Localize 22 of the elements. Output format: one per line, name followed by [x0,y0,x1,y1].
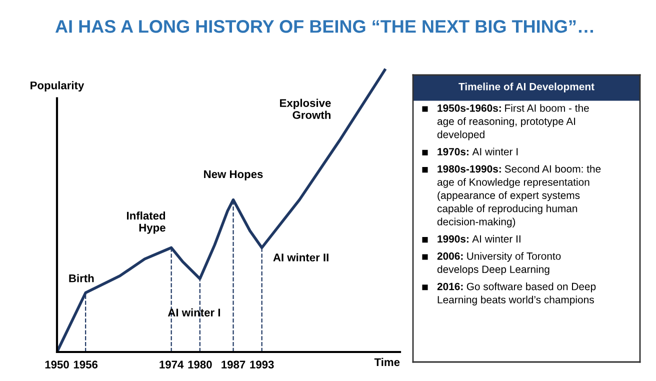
x-tick-label: 1987 [222,360,246,368]
x-tick-label: 1980 [188,360,212,368]
x-tick-label: 1956 [74,360,98,368]
x-tick-label: 1974 [160,360,184,368]
x-tick-label: 1993 [250,360,274,369]
y-axis-title: Popularity [30,81,84,92]
text: Timeline of AI Development [458,82,594,92]
annotation: Inflated Hype [127,211,166,234]
chart-title: AI HAS A LONG HISTORY OF BEING “THE NEXT BIG THING”… [55,20,593,33]
annotation: New Hopes [204,170,263,180]
annotation: AI winter II [273,253,328,262]
text: 2006: University of Toronto develops Deep Learning [437,252,561,276]
text: 2016: Go software based on Deep Learning beats world’s champions [437,282,596,306]
x-tick-label: 1950 [45,360,69,368]
text: 1980s-1990s: Second AI boom: the age of Knowledge representation (appearance of expert systems capable of reproducing human decision-making) [437,164,601,228]
x-axis-title: Time [374,358,400,366]
annotation: AI winter I [168,308,220,317]
annotation: Birth [69,274,94,282]
annotation: Explosive Growth [280,98,331,119]
text: 1950s-1960s: First AI boom - the age of reasoning, prototype AI developed [437,104,589,140]
text: 1970s: AI winter I [438,148,518,156]
text: 1990s: AI winter II [438,234,520,243]
